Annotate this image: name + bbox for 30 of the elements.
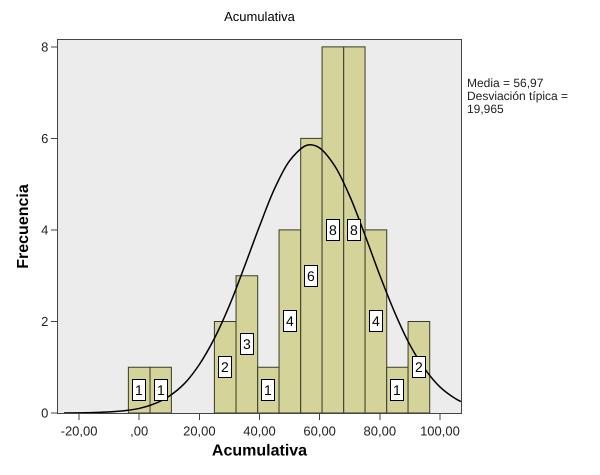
x-tick-label: 60,00 [303, 424, 336, 439]
x-tick-label: -20,00 [60, 424, 98, 439]
x-axis-title: Acumulativa [212, 442, 308, 460]
data-label: 1 [264, 382, 272, 398]
chart-title: Acumulativa [224, 8, 296, 24]
x-tick-label: ,00 [130, 424, 148, 439]
y-tick-label: 2 [41, 314, 48, 330]
x-tick-label: 100,00 [420, 424, 460, 439]
x-tick-label: 40,00 [243, 424, 276, 439]
y-tick-label: 0 [41, 406, 48, 421]
y-tick-label: 6 [41, 130, 48, 146]
data-label: 4 [286, 313, 294, 329]
y-tick-label: 4 [41, 222, 48, 238]
x-tick-label: 80,00 [364, 424, 396, 439]
y-axis-title: Frecuencia [15, 184, 32, 269]
data-label: 2 [221, 359, 229, 375]
text: Desviación típica = 19,965 [467, 89, 568, 116]
data-label: 6 [307, 268, 315, 284]
data-label: 8 [350, 222, 358, 238]
data-label: 1 [135, 382, 143, 398]
data-label: 2 [415, 359, 423, 375]
data-label: 1 [157, 382, 165, 398]
y-tick-label: 8 [41, 39, 48, 54]
text: Media = 56,97 [467, 76, 544, 90]
data-label: 3 [243, 336, 251, 352]
data-label: 4 [372, 313, 380, 329]
line-series [63, 144, 461, 413]
data-label: 1 [393, 382, 401, 398]
data-label: 8 [329, 222, 337, 238]
x-tick-label: 20,00 [183, 424, 216, 439]
